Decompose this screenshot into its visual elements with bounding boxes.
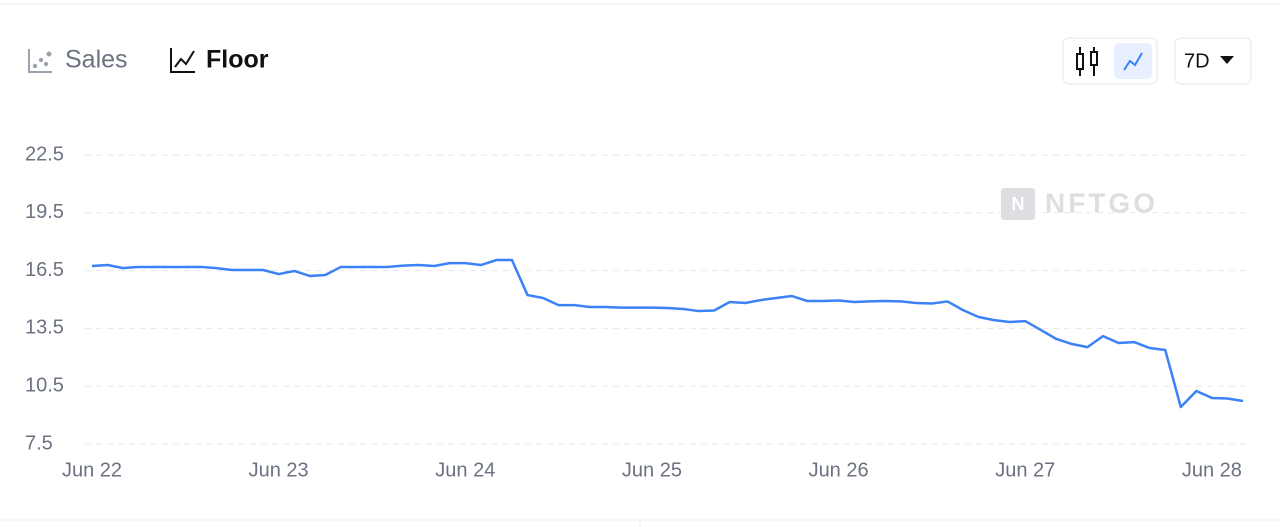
watermark-text: NFTGO <box>1045 187 1158 218</box>
y-tick-label: 7.5 <box>25 432 53 454</box>
line-icon <box>170 48 195 73</box>
x-tick-label: Jun 25 <box>622 459 682 481</box>
x-tick-label: Jun 28 <box>1182 459 1242 481</box>
x-tick-label: Jun 22 <box>62 459 122 481</box>
x-tick-label: Jun 23 <box>249 459 309 481</box>
y-tick-label: 22.5 <box>25 143 64 165</box>
y-tick-label: 13.5 <box>25 317 64 339</box>
x-tick-label: Jun 26 <box>809 459 869 481</box>
floor-tab[interactable]: Floor <box>170 46 269 74</box>
svg-text:N: N <box>1012 194 1025 214</box>
scatter-icon <box>28 49 52 73</box>
x-tick-label: Jun 24 <box>435 459 495 481</box>
y-tick-label: 16.5 <box>25 259 64 281</box>
x-tick-label: Jun 27 <box>995 459 1055 481</box>
dropdown-box <box>1174 37 1252 85</box>
line-button[interactable] <box>1114 43 1152 79</box>
sales-tab[interactable]: Sales <box>28 46 128 74</box>
chart-type-toggle <box>1062 37 1158 85</box>
range-dropdown[interactable]: 7D <box>1174 37 1252 85</box>
watermark: N NFTGO <box>1001 187 1158 220</box>
range-label: 7D <box>1184 50 1210 72</box>
candlestick-button[interactable] <box>1076 47 1098 76</box>
tab-label: Floor <box>206 46 269 74</box>
dropdown-arrow <box>1220 56 1234 64</box>
tab-label: Sales <box>65 46 128 74</box>
floor-line <box>91 258 1244 409</box>
y-tick-label: 19.5 <box>25 201 64 223</box>
y-tick-label: 10.5 <box>25 374 64 396</box>
